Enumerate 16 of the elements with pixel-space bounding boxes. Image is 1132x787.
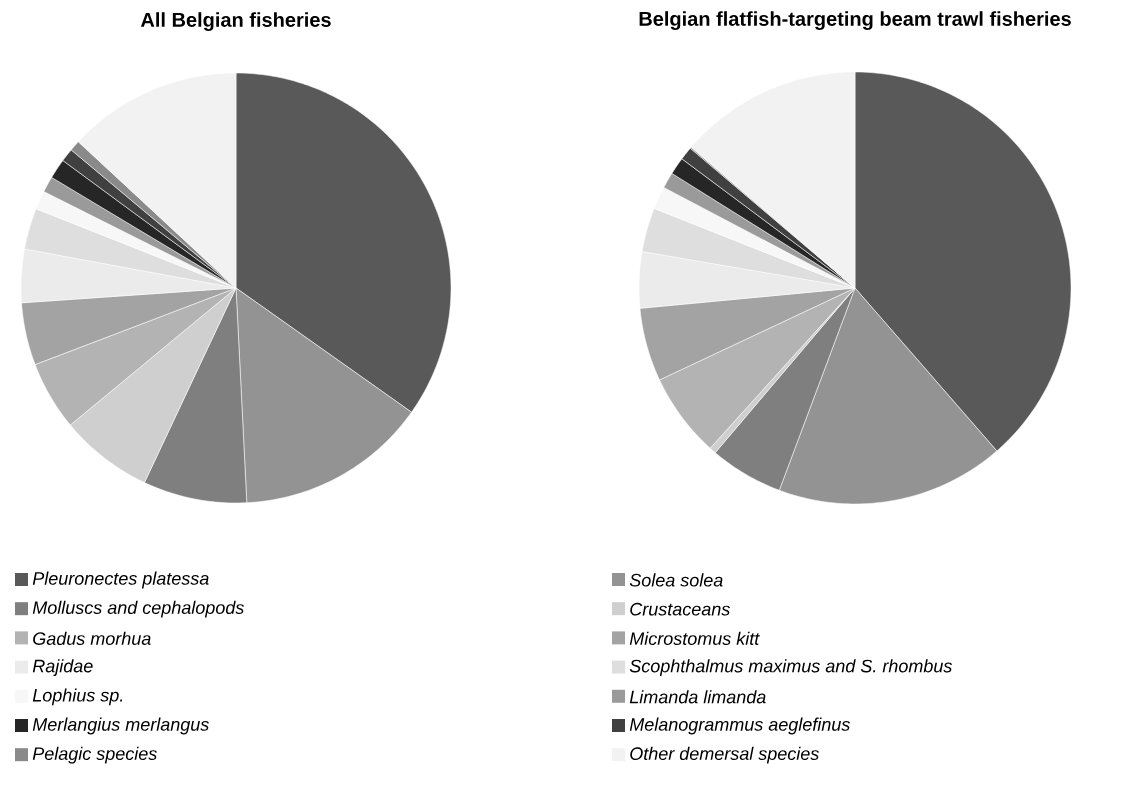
legend-label: Microstomus kitt <box>629 631 760 645</box>
legend-label: Solea solea <box>629 573 723 587</box>
legend-label: Other demersal species <box>630 746 819 764</box>
legend-label: Molluscs and cephalopods <box>32 600 244 618</box>
legend-label: Gadus morhua <box>33 631 151 645</box>
legend-label: Lophius sp. <box>32 688 123 706</box>
legend-label: Rajidae <box>32 659 93 676</box>
legend-label: Crustaceans <box>630 602 730 616</box>
chart-title: All Belgian fisheries <box>140 12 331 31</box>
chart-title: Belgian flatfish-targeting beam trawl fisheries <box>639 11 1071 30</box>
legend-label: Pelagic species <box>32 746 157 764</box>
legend-label: Limanda limanda <box>629 690 766 704</box>
legend-label: Merlangius merlangus <box>32 717 209 735</box>
legend-label: Pleuronectes platessa <box>32 571 209 589</box>
legend-label: Scophthalmus maximus and S. rhombus <box>629 659 953 676</box>
legend-label: Melanogrammus aeglefinus <box>629 717 850 735</box>
